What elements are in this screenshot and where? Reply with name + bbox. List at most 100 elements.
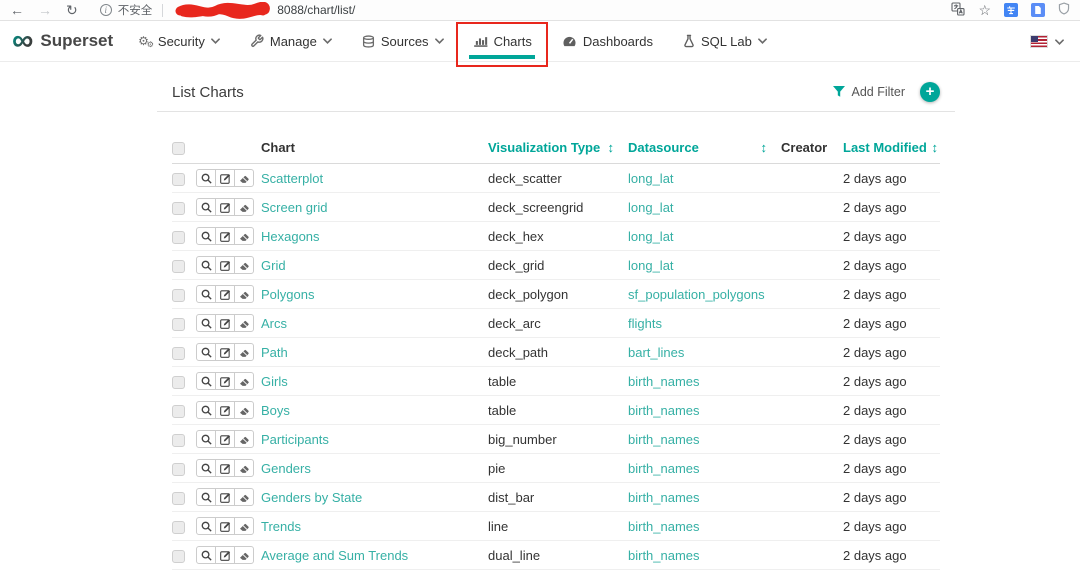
nav-item-sql-lab[interactable]: SQL Lab <box>668 21 782 61</box>
language-selector[interactable] <box>1031 21 1080 61</box>
chart-link[interactable]: Girls <box>261 373 288 389</box>
datasource-link[interactable]: birth_names <box>628 489 700 505</box>
delete-record-button[interactable] <box>234 546 254 565</box>
row-checkbox[interactable] <box>172 317 185 331</box>
edit-record-button[interactable] <box>215 517 235 536</box>
last-modified-sort-link[interactable]: Last Modified <box>843 140 927 156</box>
show-record-button[interactable] <box>196 401 216 420</box>
row-checkbox[interactable] <box>172 259 185 273</box>
datasource-sort-link[interactable]: Datasource <box>628 140 699 156</box>
datasource-link[interactable]: long_lat <box>628 170 674 186</box>
row-checkbox[interactable] <box>172 433 185 447</box>
chart-link[interactable]: Genders <box>261 460 311 476</box>
row-checkbox[interactable] <box>172 375 185 389</box>
show-record-button[interactable] <box>196 198 216 217</box>
superset-brand[interactable]: ∞ Superset <box>10 21 123 61</box>
browser-reload-button[interactable]: ↻ <box>66 2 78 18</box>
delete-record-button[interactable] <box>234 372 254 391</box>
show-record-button[interactable] <box>196 227 216 246</box>
datasource-link[interactable]: long_lat <box>628 228 674 244</box>
show-record-button[interactable] <box>196 430 216 449</box>
edit-record-button[interactable] <box>215 372 235 391</box>
delete-record-button[interactable] <box>234 459 254 478</box>
edit-record-button[interactable] <box>215 227 235 246</box>
datasource-link[interactable]: long_lat <box>628 199 674 215</box>
show-record-button[interactable] <box>196 169 216 188</box>
viz-type-sort-link[interactable]: Visualization Type <box>488 140 601 156</box>
select-all-checkbox[interactable] <box>172 142 185 156</box>
chart-link[interactable]: Hexagons <box>261 228 320 244</box>
row-checkbox[interactable] <box>172 462 185 476</box>
nav-item-security[interactable]: ⚙ ⚙ Security <box>123 21 235 61</box>
nav-item-dashboards[interactable]: Dashboards <box>547 21 668 61</box>
edit-record-button[interactable] <box>215 488 235 507</box>
edit-record-button[interactable] <box>215 546 235 565</box>
chart-link[interactable]: Trends <box>261 518 301 534</box>
datasource-link[interactable]: birth_names <box>628 547 700 563</box>
show-record-button[interactable] <box>196 285 216 304</box>
edit-record-button[interactable] <box>215 430 235 449</box>
delete-record-button[interactable] <box>234 343 254 362</box>
address-bar[interactable]: i 不安全 8088/chart/list/ <box>99 1 355 19</box>
delete-record-button[interactable] <box>234 169 254 188</box>
edit-record-button[interactable] <box>215 169 235 188</box>
site-info-icon[interactable]: i <box>99 4 112 16</box>
shield-extension-icon[interactable] <box>1058 2 1070 18</box>
chart-link[interactable]: Grid <box>261 257 286 273</box>
row-checkbox[interactable] <box>172 172 185 186</box>
chart-link[interactable]: Genders by State <box>261 489 363 505</box>
translate-extension-icon[interactable] <box>1004 3 1018 17</box>
datasource-link[interactable]: long_lat <box>628 257 674 273</box>
row-checkbox[interactable] <box>172 491 185 505</box>
delete-record-button[interactable] <box>234 256 254 275</box>
chart-link[interactable]: Screen grid <box>261 199 328 215</box>
chart-link[interactable]: Arcs <box>261 315 287 331</box>
datasource-link[interactable]: flights <box>628 315 662 331</box>
datasource-link[interactable]: birth_names <box>628 460 700 476</box>
page-translate-icon[interactable] <box>951 1 965 19</box>
row-checkbox[interactable] <box>172 404 185 418</box>
show-record-button[interactable] <box>196 343 216 362</box>
edit-record-button[interactable] <box>215 314 235 333</box>
datasource-link[interactable]: bart_lines <box>628 344 685 360</box>
datasource-link[interactable]: birth_names <box>628 518 700 534</box>
delete-record-button[interactable] <box>234 517 254 536</box>
show-record-button[interactable] <box>196 488 216 507</box>
add-chart-button[interactable]: + <box>920 82 940 102</box>
edit-record-button[interactable] <box>215 198 235 217</box>
nav-item-sources[interactable]: Sources <box>347 21 459 61</box>
row-checkbox[interactable] <box>172 549 185 563</box>
chart-link[interactable]: Average and Sum Trends <box>261 547 409 563</box>
show-record-button[interactable] <box>196 517 216 536</box>
row-checkbox[interactable] <box>172 520 185 534</box>
edit-record-button[interactable] <box>215 285 235 304</box>
datasource-link[interactable]: sf_population_polygons <box>628 286 765 302</box>
show-record-button[interactable] <box>196 256 216 275</box>
show-record-button[interactable] <box>196 372 216 391</box>
edit-record-button[interactable] <box>215 343 235 362</box>
datasource-link[interactable]: birth_names <box>628 431 700 447</box>
delete-record-button[interactable] <box>234 314 254 333</box>
bookmark-star-icon[interactable]: ☆ <box>978 2 991 18</box>
delete-record-button[interactable] <box>234 285 254 304</box>
browser-back-button[interactable]: ← <box>10 2 24 18</box>
sort-icon[interactable]: ↕ <box>760 140 768 156</box>
show-record-button[interactable] <box>196 314 216 333</box>
edit-record-button[interactable] <box>215 256 235 275</box>
row-checkbox[interactable] <box>172 288 185 302</box>
datasource-link[interactable]: birth_names <box>628 402 700 418</box>
delete-record-button[interactable] <box>234 227 254 246</box>
row-checkbox[interactable] <box>172 201 185 215</box>
row-checkbox[interactable] <box>172 346 185 360</box>
show-record-button[interactable] <box>196 546 216 565</box>
row-checkbox[interactable] <box>172 230 185 244</box>
sort-icon[interactable]: ↕ <box>607 140 615 156</box>
chart-link[interactable]: Polygons <box>261 286 315 302</box>
add-filter-button[interactable]: Add Filter <box>832 85 905 99</box>
delete-record-button[interactable] <box>234 198 254 217</box>
chart-link[interactable]: Boys <box>261 402 290 418</box>
browser-forward-button[interactable]: → <box>38 2 52 18</box>
chart-link[interactable]: Participants <box>261 431 329 447</box>
chart-link[interactable]: Path <box>261 344 288 360</box>
delete-record-button[interactable] <box>234 488 254 507</box>
